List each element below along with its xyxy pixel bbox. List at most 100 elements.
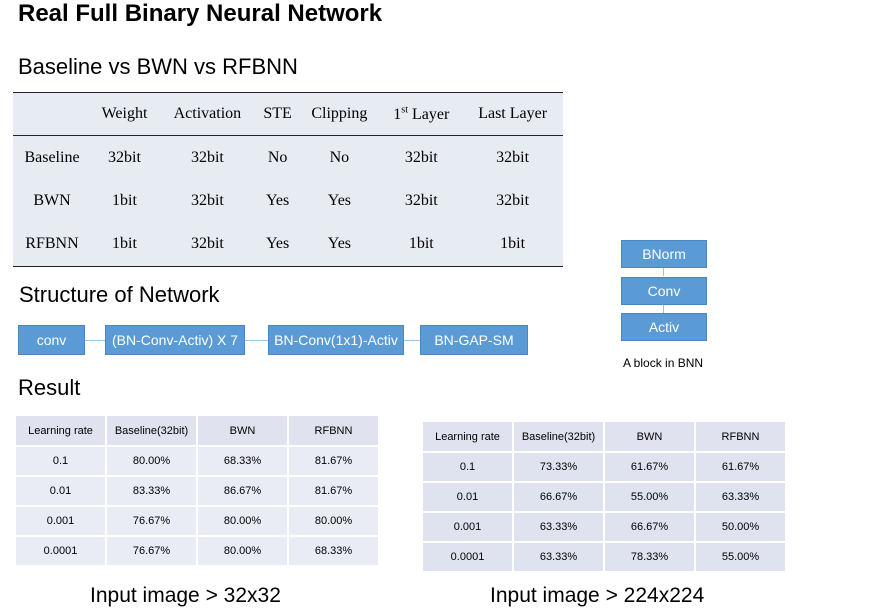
table-row: Baseline 32bit 32bit No No 32bit 32bit: [13, 136, 563, 180]
comparison-col-last-layer: Last Layer: [462, 93, 563, 136]
table-header-cell: RFBNN: [696, 422, 785, 451]
table-row: 0.1 73.33% 61.67% 61.67%: [423, 453, 785, 481]
comparison-table: Weight Activation STE Clipping 1st Layer…: [13, 92, 563, 267]
result-header-row: Learning rate Baseline(32bit) BWN RFBNN: [16, 416, 378, 445]
result-table-32: Learning rate Baseline(32bit) BWN RFBNN …: [14, 414, 380, 567]
table-cell: 63.33%: [514, 543, 603, 571]
table-cell: 32bit: [108, 148, 141, 166]
table-cell: 68.33%: [198, 447, 287, 475]
table-row: BWN 1bit 32bit Yes Yes 32bit 32bit: [13, 180, 563, 223]
table-row: 0.01 83.33% 86.67% 81.67%: [16, 477, 378, 505]
table-row: 0.1 80.00% 68.33% 81.67%: [16, 447, 378, 475]
block-conv: Conv: [621, 277, 707, 305]
table-cell: 1bit: [408, 235, 434, 253]
table-cell: 1bit: [112, 235, 137, 253]
table-row: 0.0001 76.67% 80.00% 68.33%: [16, 537, 378, 565]
table-row: RFBNN 1bit 32bit Yes Yes 1bit 1bit: [13, 223, 563, 266]
flow-step-conv: conv: [18, 325, 85, 355]
table-cell: 76.67%: [107, 537, 196, 565]
table-cell: 83.33%: [107, 477, 196, 505]
table-header-cell: Baseline(32bit): [107, 416, 196, 445]
table-cell: 61.67%: [605, 453, 694, 481]
block-activ: Activ: [621, 313, 707, 341]
table-row: 0.001 76.67% 80.00% 80.00%: [16, 507, 378, 535]
table-cell: 63.33%: [514, 513, 603, 541]
table-cell: 32bit: [190, 192, 224, 210]
comparison-col-first-layer: 1st Layer: [380, 93, 463, 136]
table-header-cell: RFBNN: [289, 416, 378, 445]
table-cell: 32bit: [190, 148, 224, 166]
table-cell: 80.00%: [198, 507, 287, 535]
table-cell: 32bit: [404, 192, 438, 210]
input-caption-224: Input image > 224x224: [490, 584, 705, 607]
table-cell: 86.67%: [198, 477, 287, 505]
slide-title: Real Full Binary Neural Network: [18, 0, 383, 27]
table-cell: Yes: [327, 235, 352, 253]
comparison-col-clipping: Clipping: [298, 93, 381, 136]
flow-connector: [244, 340, 269, 341]
table-cell: No: [329, 148, 350, 166]
table-cell: 0.01: [423, 483, 512, 511]
flow-step-bn-conv1x1-activ: BN-Conv(1x1)-Activ: [268, 325, 404, 355]
table-cell: 80.00%: [289, 507, 378, 535]
table-header-cell: BWN: [605, 422, 694, 451]
input-caption-32: Input image > 32x32: [90, 584, 281, 607]
table-cell: Baseline: [24, 148, 80, 166]
table-cell: 81.67%: [289, 477, 378, 505]
flow-step-bn-conv-activ: (BN-Conv-Activ) X 7: [105, 325, 245, 355]
comparison-col-blank: [13, 93, 91, 136]
block-caption: A block in BNN: [623, 356, 704, 370]
comparison-col-activation: Activation: [158, 93, 257, 136]
table-cell: 0.1: [16, 447, 105, 475]
table-cell: 1bit: [500, 235, 526, 253]
table-cell: Yes: [327, 192, 352, 210]
comparison-heading: Baseline vs BWN vs RFBNN: [18, 54, 298, 79]
table-cell: 55.00%: [696, 543, 785, 571]
table-cell: 68.33%: [289, 537, 378, 565]
table-cell: 32bit: [190, 235, 224, 253]
comparison-header-row: Weight Activation STE Clipping 1st Layer…: [13, 93, 563, 136]
table-cell: 0.001: [423, 513, 512, 541]
flow-step-bn-gap-sm: BN-GAP-SM: [420, 325, 528, 355]
table-cell: 1bit: [112, 192, 137, 210]
table-header-cell: Learning rate: [423, 422, 512, 451]
comparison-col-ste: STE: [256, 93, 299, 136]
table-cell: 50.00%: [696, 513, 785, 541]
table-cell: 76.67%: [107, 507, 196, 535]
table-cell: 81.67%: [289, 447, 378, 475]
table-cell: 61.67%: [696, 453, 785, 481]
table-cell: Yes: [265, 192, 290, 210]
table-header-cell: BWN: [198, 416, 287, 445]
table-row: 0.001 63.33% 66.67% 50.00%: [423, 513, 785, 541]
table-cell: 80.00%: [198, 537, 287, 565]
table-header-cell: Learning rate: [16, 416, 105, 445]
table-cell: 73.33%: [514, 453, 603, 481]
result-header-row: Learning rate Baseline(32bit) BWN RFBNN: [423, 422, 785, 451]
comparison-col-weight: Weight: [91, 93, 158, 136]
table-cell: 0.0001: [16, 537, 105, 565]
flow-connector: [84, 340, 106, 341]
table-cell: 0.0001: [423, 543, 512, 571]
table-cell: 55.00%: [605, 483, 694, 511]
table-cell: BWN: [33, 192, 71, 210]
flow-connector: [403, 340, 421, 341]
table-header-cell: Baseline(32bit): [514, 422, 603, 451]
table-cell: 32bit: [496, 192, 530, 210]
table-cell: 0.001: [16, 507, 105, 535]
block-arrow: [663, 268, 664, 276]
table-cell: RFBNN: [25, 235, 79, 253]
table-cell: 32bit: [496, 148, 530, 166]
result-table-224: Learning rate Baseline(32bit) BWN RFBNN …: [421, 420, 787, 573]
table-cell: 0.01: [16, 477, 105, 505]
table-cell: Yes: [265, 235, 290, 253]
table-cell: 0.1: [423, 453, 512, 481]
table-cell: 63.33%: [696, 483, 785, 511]
table-cell: 32bit: [404, 148, 438, 166]
table-cell: 80.00%: [107, 447, 196, 475]
table-row: 0.0001 63.33% 78.33% 55.00%: [423, 543, 785, 571]
block-arrow: [663, 305, 664, 313]
result-heading: Result: [18, 375, 81, 400]
table-cell: 78.33%: [605, 543, 694, 571]
table-cell: No: [267, 148, 288, 166]
table-cell: 66.67%: [514, 483, 603, 511]
